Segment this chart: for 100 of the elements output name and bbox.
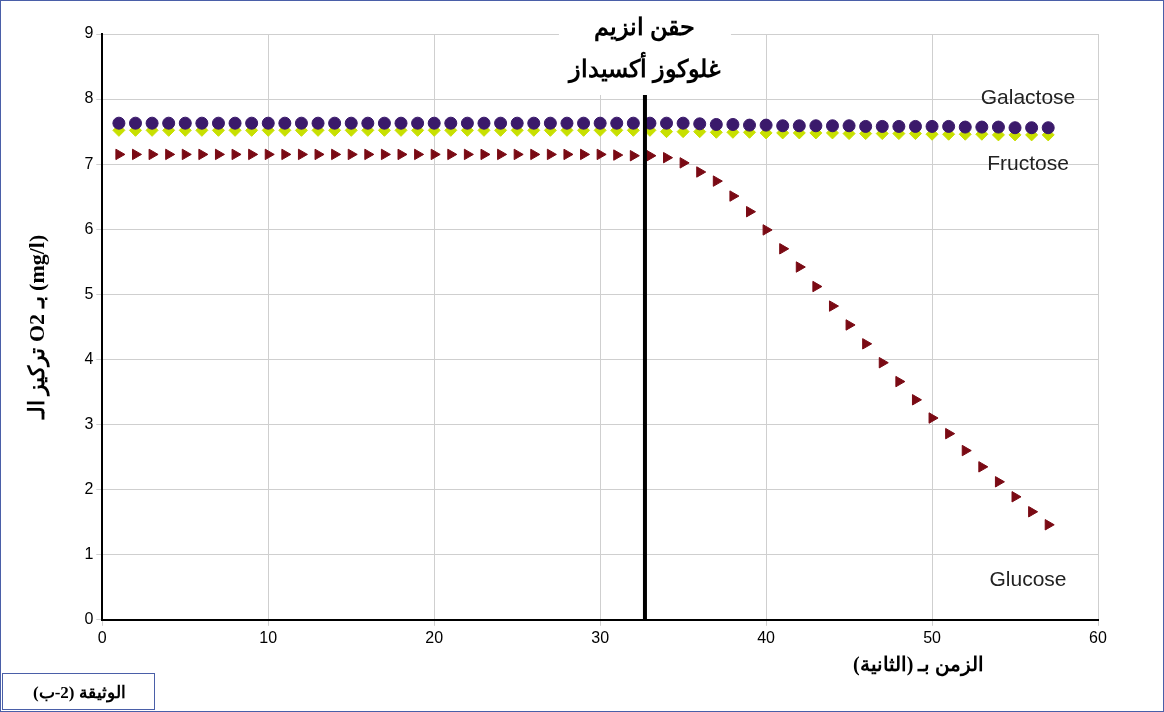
point: [975, 120, 989, 134]
point: [809, 119, 823, 133]
point: [696, 166, 707, 178]
point: [560, 116, 574, 130]
point: [729, 190, 740, 202]
point: [364, 148, 375, 161]
y-tick-label: 6: [84, 219, 94, 237]
point: [1008, 121, 1022, 135]
point: [928, 412, 939, 424]
point: [978, 461, 989, 473]
point: [1044, 519, 1055, 531]
point: [430, 148, 441, 161]
point: [842, 119, 856, 133]
point: [195, 116, 209, 130]
point: [214, 148, 225, 161]
point: [626, 116, 640, 130]
point: [297, 148, 308, 161]
point: [228, 116, 242, 130]
point: [510, 116, 524, 130]
point: [178, 116, 192, 130]
y-tick-label: 4: [84, 349, 94, 367]
point: [911, 394, 922, 406]
point: [743, 118, 756, 132]
point: [825, 119, 839, 133]
point: [712, 175, 723, 187]
x-tick-label: 30: [591, 628, 610, 646]
point: [693, 117, 707, 131]
point: [828, 300, 839, 312]
point: [394, 116, 408, 130]
point: [862, 338, 873, 350]
point: [278, 116, 292, 130]
point: [663, 151, 674, 164]
point: [497, 148, 508, 161]
point: [942, 119, 956, 133]
point: [1028, 506, 1039, 518]
point: [676, 116, 690, 130]
point: [895, 375, 906, 388]
point: [709, 117, 723, 131]
point: [925, 119, 939, 133]
point: [477, 116, 491, 130]
point: [596, 148, 607, 161]
y-tick-label: 2: [84, 480, 94, 498]
point: [331, 148, 342, 161]
series-label: Fructose: [987, 150, 1069, 174]
point: [198, 148, 209, 161]
point: [563, 148, 574, 161]
point: [646, 150, 657, 162]
point: [447, 148, 458, 161]
point: [792, 119, 806, 133]
point: [145, 116, 159, 130]
point: [245, 116, 259, 130]
point: [480, 148, 491, 161]
point: [281, 148, 292, 161]
point: [961, 444, 972, 457]
point: [726, 117, 740, 131]
y-tick-label: 0: [84, 610, 94, 628]
point: [294, 116, 308, 130]
y-tick-label: 5: [84, 284, 94, 302]
point: [530, 148, 541, 161]
point: [128, 116, 142, 130]
ref-line-label: حقن انزيم غلوكوز أكسيداز: [566, 14, 721, 85]
point: [546, 148, 557, 161]
point: [460, 116, 474, 130]
x-axis-title: الزمن بـ (الثانية): [853, 652, 985, 677]
point: [131, 148, 142, 161]
text: Glucose: [989, 566, 1067, 590]
point: [875, 119, 889, 133]
point: [845, 319, 856, 331]
point: [311, 116, 325, 130]
point: [878, 357, 889, 369]
point: [411, 116, 425, 130]
point: [427, 116, 441, 130]
point: [162, 116, 176, 130]
text: الوثيقة (2-ب): [2, 673, 155, 710]
point: [377, 116, 391, 130]
x-tick-label: 60: [1089, 628, 1107, 646]
point: [679, 157, 690, 169]
point: [397, 148, 408, 161]
point: [859, 119, 873, 133]
point: [762, 224, 773, 236]
point: [112, 116, 126, 130]
point: [577, 116, 591, 130]
point: [513, 148, 524, 161]
x-tick-label: 0: [97, 628, 107, 646]
point: [779, 243, 790, 255]
point: [115, 148, 126, 161]
point: [231, 148, 242, 161]
point: [908, 119, 922, 133]
point: [264, 148, 275, 161]
x-tick-label: 40: [757, 628, 776, 646]
point: [361, 116, 375, 130]
point: [580, 148, 591, 161]
point: [261, 116, 275, 130]
point: [958, 120, 972, 134]
point: [610, 116, 624, 130]
point: [414, 148, 425, 161]
point: [314, 148, 325, 161]
point: [494, 116, 508, 130]
x-tick-label: 10: [259, 628, 278, 646]
y-axis-title: تركيز الـ O2 بـ (mg/l): [23, 234, 50, 421]
